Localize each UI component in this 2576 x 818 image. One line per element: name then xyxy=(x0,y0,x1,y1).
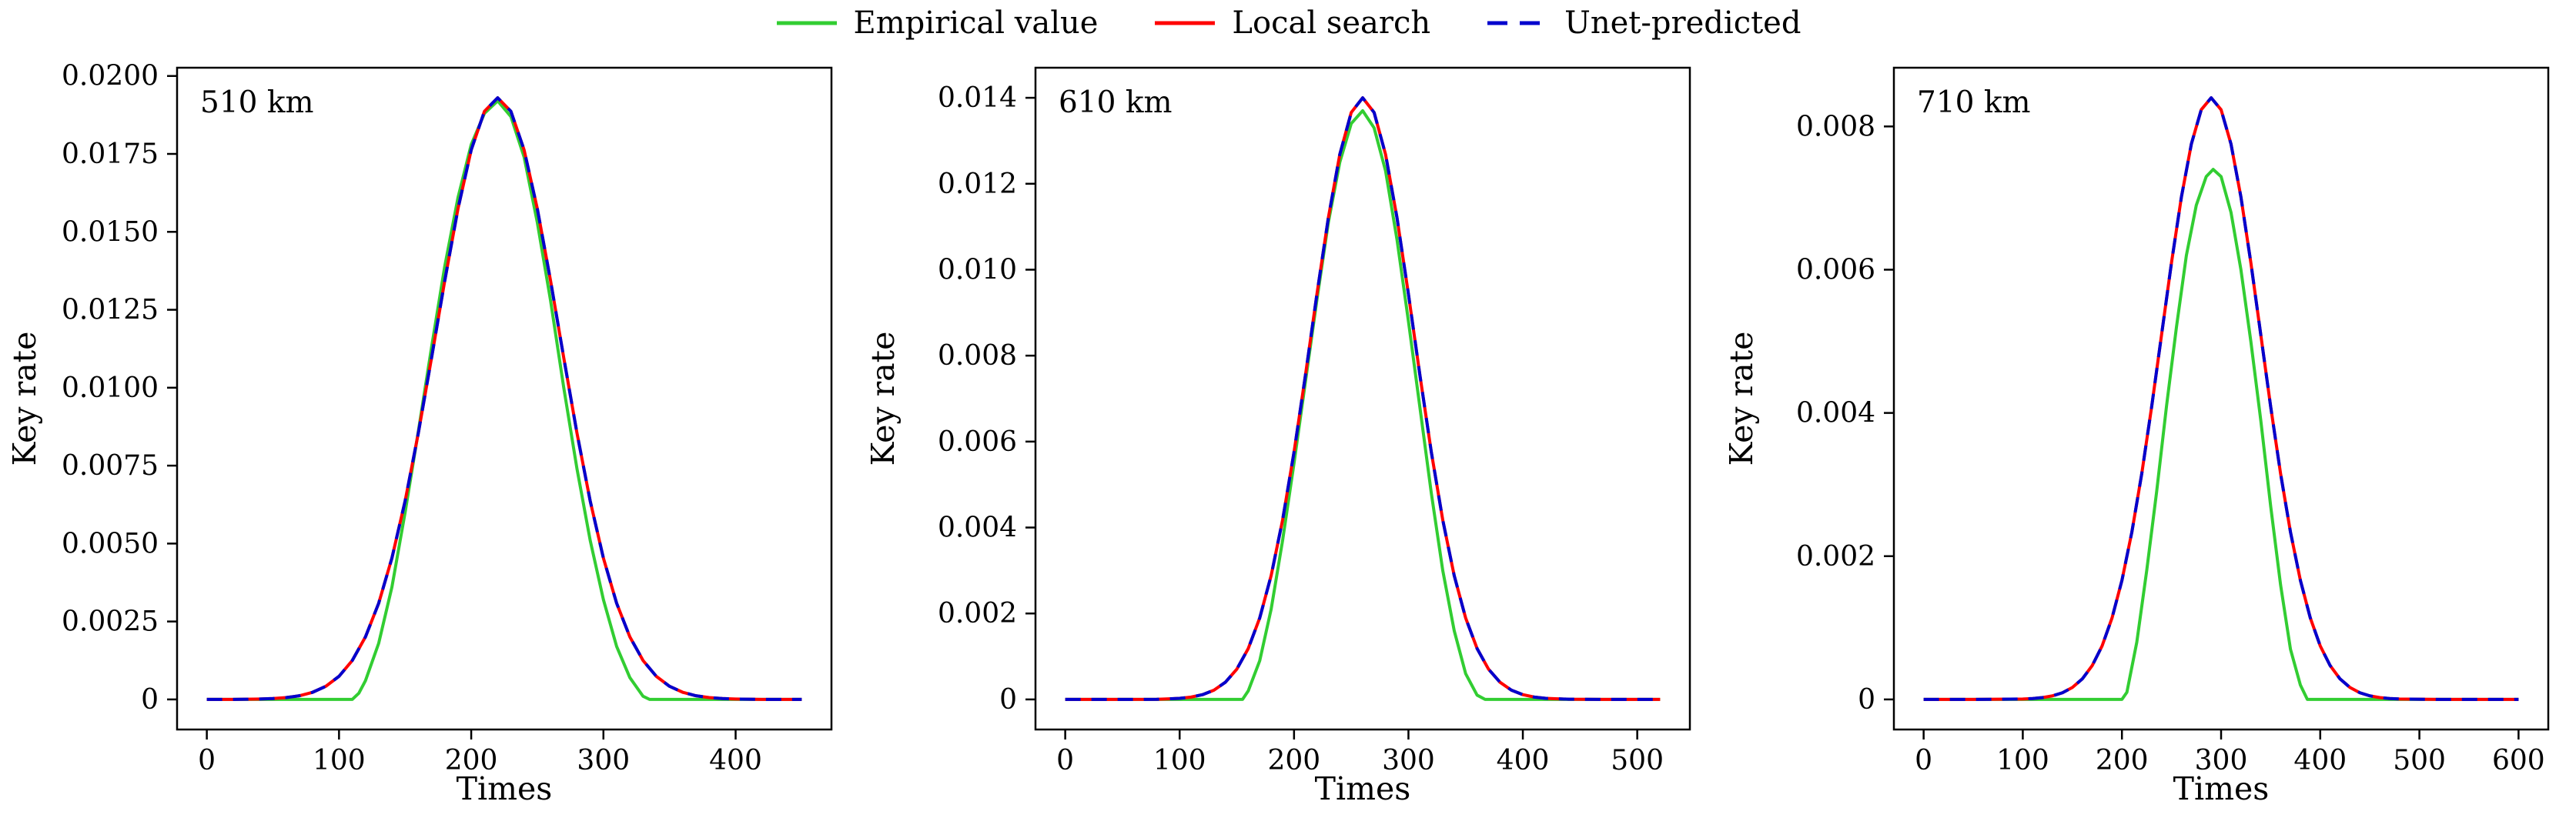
unet-predicted-curve xyxy=(1065,96,1661,701)
plot-710km: 0 100 200 300 400 500 600 0 0.002 0.004 0.006 0.008… xyxy=(1723,66,2550,807)
y-tick-label: 0.004 xyxy=(938,513,1017,544)
unet-predicted-curve xyxy=(206,96,802,701)
y-tick-label: 0.010 xyxy=(938,254,1017,285)
y-tick-label: 0.008 xyxy=(938,340,1017,372)
legend-line-local-search-icon xyxy=(1155,21,1216,25)
legend-line-unet-icon xyxy=(1487,21,1548,25)
x-tick-label: 600 xyxy=(2492,745,2545,776)
plot-510km: 0 100 200 300 400 0 0.0025 0.0050 0.0075 0.0100 0.… xyxy=(6,61,833,807)
charts-row: 0 100 200 300 400 0 0.0025 0.0050 0.0075 0.0100 0.… xyxy=(0,54,2575,818)
x-tick-label: 300 xyxy=(2195,745,2248,776)
subplot-710km: 0 100 200 300 400 500 600 0 0.002 0.004 0.006 0.008… xyxy=(1717,54,2575,818)
distance-annotation: 510 km xyxy=(200,85,313,120)
y-tick-label: 0.002 xyxy=(938,598,1017,629)
empirical-value-curve xyxy=(1923,168,2519,701)
subplot-510km: 0 100 200 300 400 0 0.0025 0.0050 0.0075 0.0100 0.… xyxy=(0,54,858,818)
y-tick-label: 0.0150 xyxy=(62,216,159,248)
x-tick-label: 100 xyxy=(313,745,366,776)
y-axis-label: Key rate xyxy=(865,332,902,466)
x-tick-label: 500 xyxy=(2393,745,2446,776)
x-axis-label: Times xyxy=(2173,770,2270,807)
y-tick-label: 0.0100 xyxy=(62,372,159,404)
y-tick-label: 0 xyxy=(141,684,159,716)
y-tick-label: 0.0200 xyxy=(62,61,159,92)
x-tick-label: 0 xyxy=(1056,745,1074,776)
x-tick-label: 0 xyxy=(1915,745,1932,776)
y-tick-label: 0.006 xyxy=(1796,254,1875,285)
y-tick-label: 0.0125 xyxy=(62,295,159,326)
y-axis-label: Key rate xyxy=(6,332,43,466)
unet-predicted-curve xyxy=(1923,96,2519,701)
x-tick-label: 400 xyxy=(1497,745,1550,776)
y-tick-label: 0.008 xyxy=(1796,111,1875,142)
x-tick-label: 300 xyxy=(577,745,630,776)
x-tick-label: 200 xyxy=(2096,745,2149,776)
legend-line-empirical-icon xyxy=(776,21,837,25)
legend-item-unet: Unet-predicted xyxy=(1486,5,1801,42)
plot-610km: 0 100 200 300 400 500 0 0.002 0.004 0.006 0.008 0.0… xyxy=(865,66,1691,807)
x-axis-label: Times xyxy=(1315,770,1411,807)
x-tick-label: 100 xyxy=(1153,745,1206,776)
legend: Empirical value Local search Unet-predic… xyxy=(0,5,2576,42)
distance-annotation: 710 km xyxy=(1917,85,2030,120)
y-tick-label: 0.012 xyxy=(938,169,1017,200)
local-search-curve xyxy=(206,96,802,701)
y-tick-label: 0.0025 xyxy=(62,606,159,638)
legend-label-unet: Unet-predicted xyxy=(1564,5,1802,41)
x-axis-label: Times xyxy=(457,770,553,807)
axes-box xyxy=(1034,66,1691,731)
y-tick-label: 0.002 xyxy=(1796,541,1875,573)
local-search-curve xyxy=(1065,96,1661,701)
empirical-value-curve xyxy=(1065,109,1661,701)
x-tick-label: 400 xyxy=(709,745,762,776)
y-tick-label: 0 xyxy=(1858,684,1875,716)
x-tick-label: 400 xyxy=(2293,745,2347,776)
y-tick-label: 0.006 xyxy=(938,426,1017,458)
x-tick-label: 100 xyxy=(1996,745,2049,776)
x-tick-label: 200 xyxy=(445,745,498,776)
y-tick-label: 0 xyxy=(999,684,1017,716)
legend-label-local-search: Local search xyxy=(1232,5,1431,41)
legend-item-local-search: Local search xyxy=(1153,5,1430,42)
axes-box xyxy=(1892,66,2550,731)
y-tick-label: 0.0050 xyxy=(62,528,159,559)
subplot-610km: 0 100 200 300 400 500 0 0.002 0.004 0.006 0.008 0.0… xyxy=(858,54,1717,818)
y-tick-label: 0.0175 xyxy=(62,139,159,170)
y-tick-label: 0.004 xyxy=(1796,398,1875,429)
empirical-value-curve xyxy=(206,99,802,701)
y-tick-label: 0.014 xyxy=(938,82,1017,114)
legend-item-empirical: Empirical value xyxy=(775,5,1099,42)
x-tick-label: 500 xyxy=(1611,745,1664,776)
y-axis-label: Key rate xyxy=(1723,332,1760,466)
local-search-curve xyxy=(1923,96,2519,701)
axes-box xyxy=(176,66,833,731)
x-tick-label: 200 xyxy=(1267,745,1320,776)
legend-label-empirical: Empirical value xyxy=(853,5,1099,41)
y-tick-label: 0.0075 xyxy=(62,450,159,482)
x-tick-label: 0 xyxy=(198,745,216,776)
x-tick-label: 300 xyxy=(1382,745,1435,776)
distance-annotation: 610 km xyxy=(1059,85,1172,120)
